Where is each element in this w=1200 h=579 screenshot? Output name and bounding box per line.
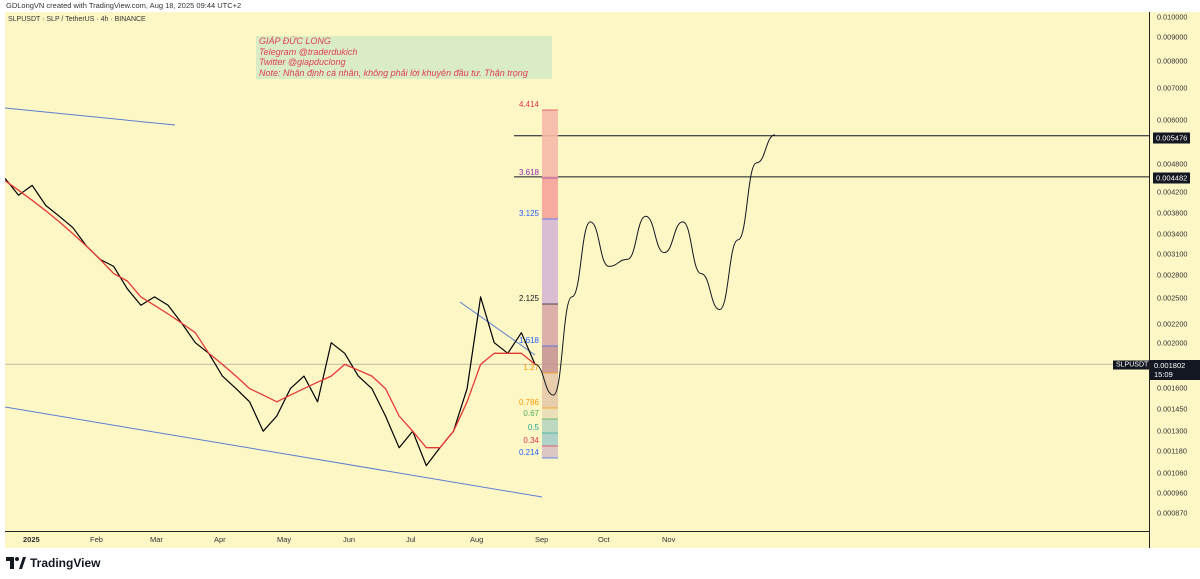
time-tick: Aug (470, 535, 484, 544)
fib-level-label: 0.34 (523, 436, 539, 445)
price-tick: 0.000960 (1157, 488, 1188, 498)
price-tick: 0.004200 (1157, 187, 1188, 197)
credit-text: GDLongVN created with TradingView.com, A… (6, 1, 242, 10)
fib-band (542, 110, 558, 178)
price-tick: 0.010000 (1157, 12, 1188, 22)
price-tick: 0.002500 (1157, 293, 1188, 303)
fib-band (542, 219, 558, 304)
price-tick: 0.002200 (1157, 319, 1188, 329)
time-tick: Jul (406, 535, 416, 544)
price-tick: 0.009000 (1157, 32, 1188, 42)
price-axis[interactable]: 0.010000 0.009000 0.008000 0.007000 0.00… (1149, 12, 1200, 548)
price-tick: 0.001300 (1157, 426, 1188, 436)
time-tick: Feb (90, 535, 103, 544)
fib-band (542, 346, 558, 373)
price-tick: 0.003800 (1157, 208, 1188, 218)
time-tick: Sep (535, 535, 549, 544)
fib-band (542, 178, 558, 219)
top-credit-bar: GDLongVN created with TradingView.com, A… (0, 0, 1200, 12)
time-tick: Jun (343, 535, 356, 544)
price-tick: 0.001600 (1157, 383, 1188, 393)
price-tick: 0.002000 (1157, 338, 1188, 348)
note-line-1: GIÁP ĐỨC LONG (259, 36, 331, 46)
fib-band (542, 433, 558, 446)
time-tick: Apr (214, 535, 226, 544)
channel-lower-line (5, 406, 543, 498)
author-note: GIÁP ĐỨC LONG Telegram @traderdukich Twi… (256, 36, 552, 79)
fib-level-label: 0.67 (523, 409, 539, 418)
pennant-upper-line (459, 301, 536, 356)
time-axis[interactable]: 2025 Feb Mar Apr May Jun Jul Aug Sep Oct… (5, 531, 1149, 549)
price-tick: 0.007000 (1157, 83, 1188, 93)
price-chart-svg[interactable]: 4.414 3.618 3.125 2.125 1.618 1.27 0.786 0.67 0.… (5, 12, 1149, 531)
price-tick: 0.008000 (1157, 56, 1188, 66)
footer-bar: TradingView (0, 548, 1200, 579)
time-tick: Mar (150, 535, 163, 544)
price-tick: 0.001060 (1157, 468, 1188, 478)
fib-level-label: 3.125 (519, 209, 540, 218)
price-line (5, 178, 536, 467)
fib-level-label: 2.125 (519, 294, 540, 303)
current-price-label: 0.001802 15:09 (1150, 360, 1200, 380)
fib-band (542, 419, 558, 433)
time-tick: 2025 (23, 535, 40, 544)
channel-upper-line (5, 107, 176, 126)
note-line-2: Telegram @traderdukich (259, 46, 358, 57)
time-tick: May (277, 535, 292, 544)
note-line-4: Note: Nhận định cá nhân, không phải lời … (259, 67, 528, 78)
fib-level-label: 1.27 (523, 363, 539, 372)
time-tick: Oct (598, 535, 610, 544)
fib-band (542, 446, 558, 458)
fib-band (542, 304, 558, 346)
price-tick: 0.006000 (1157, 115, 1188, 125)
level-label-lower: 0.004482 (1153, 172, 1191, 184)
time-tick: Nov (662, 535, 676, 544)
price-tick: 0.004800 (1157, 159, 1188, 169)
price-tick: 0.003100 (1157, 249, 1188, 259)
note-line-3: Twitter @giapduclong (259, 57, 346, 67)
fib-band (542, 373, 558, 408)
price-tick: 0.003400 (1157, 229, 1188, 239)
moving-average-line (5, 180, 536, 449)
price-tick: 0.001180 (1157, 446, 1187, 456)
bar-countdown: 15:09 (1154, 370, 1173, 379)
fib-band (542, 408, 558, 419)
current-symbol-tag: SLPUSDT (1113, 360, 1152, 370)
fib-level-label: 1.618 (519, 336, 540, 345)
brand-name: TradingView (30, 556, 101, 570)
forecast-projection-line (534, 134, 776, 396)
tradingview-logo-icon (6, 557, 26, 569)
current-price: 0.001802 (1154, 361, 1186, 370)
fib-level-label: 0.5 (528, 423, 540, 432)
fib-level-label: 0.786 (519, 398, 540, 407)
level-label-upper: 0.005476 (1153, 132, 1191, 144)
price-tick: 0.001450 (1157, 404, 1188, 414)
fib-level-label: 0.214 (519, 448, 540, 457)
fib-level-label: 3.618 (519, 168, 540, 177)
price-tick: 0.002800 (1157, 270, 1188, 280)
chart-plot-area[interactable]: 4.414 3.618 3.125 2.125 1.618 1.27 0.786 0.67 0.… (5, 12, 1149, 531)
fib-level-label: 4.414 (519, 100, 540, 109)
price-tick: 0.000870 (1157, 508, 1188, 518)
tradingview-logo[interactable]: TradingView (6, 556, 100, 570)
symbol-info: SLPUSDT · SLP / TetherUS · 4h · BINANCE (8, 16, 146, 23)
